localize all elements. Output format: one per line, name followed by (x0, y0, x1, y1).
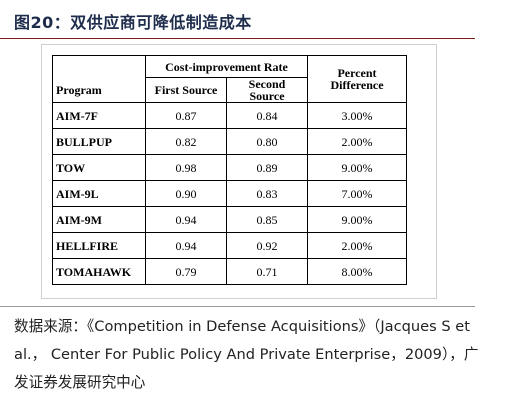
cell-percent-difference: 2.00% (307, 232, 407, 259)
table-header-row-1: Program Cost-improvement Rate Percent Di… (52, 55, 407, 103)
cell-second-source: 0.89 (226, 154, 308, 181)
cell-percent-difference: 9.00% (307, 206, 407, 233)
table-row: BULLPUP 0.82 0.80 2.00% (52, 128, 407, 155)
cell-first-source: 0.79 (145, 258, 227, 285)
cell-percent-difference: 8.00% (307, 258, 407, 285)
cell-program: AIM-9L (52, 180, 146, 207)
title-divider (0, 38, 475, 39)
table-row: TOMAHAWK 0.79 0.71 8.00% (52, 258, 407, 285)
cell-percent-difference: 9.00% (307, 154, 407, 181)
header-cost-improvement-rate: Cost-improvement Rate (145, 55, 308, 78)
cell-second-source: 0.83 (226, 180, 308, 207)
header-first-source: First Source (145, 77, 227, 103)
cell-percent-difference: 7.00% (307, 180, 407, 207)
cell-program: TOMAHAWK (52, 258, 146, 285)
header-program: Program (52, 55, 146, 103)
table-frame: Program Cost-improvement Rate Percent Di… (41, 44, 437, 299)
figure-title: 图20：双供应商可降低制造成本 (14, 13, 252, 32)
cell-program: AIM-9M (52, 206, 146, 233)
table-row: AIM-9M 0.94 0.85 9.00% (52, 206, 407, 233)
cell-second-source: 0.80 (226, 128, 308, 155)
cell-first-source: 0.98 (145, 154, 227, 181)
source-divider (0, 306, 475, 307)
table-header-row-2: First Source Second Source (53, 77, 407, 103)
table-row: AIM-9L 0.90 0.83 7.00% (52, 180, 407, 207)
cell-first-source: 0.90 (145, 180, 227, 207)
cost-table: Program Cost-improvement Rate Percent Di… (52, 55, 407, 285)
cell-program: TOW (52, 154, 146, 181)
cell-first-source: 0.82 (145, 128, 227, 155)
table-row: HELLFIRE 0.94 0.92 2.00% (52, 232, 407, 259)
cell-percent-difference: 2.00% (307, 128, 407, 155)
cell-first-source: 0.94 (145, 232, 227, 259)
cell-program: BULLPUP (52, 128, 146, 155)
cell-second-source: 0.71 (226, 258, 308, 285)
cell-second-source: 0.92 (226, 232, 308, 259)
cell-program: HELLFIRE (52, 232, 146, 259)
cell-second-source: 0.85 (226, 206, 308, 233)
source-note: 数据来源：《Competition in Defense Acquisition… (14, 318, 479, 391)
table-row: AIM-7F 0.87 0.84 3.00% (52, 102, 407, 129)
header-second-source: Second Source (226, 77, 308, 103)
cell-second-source: 0.84 (226, 102, 308, 129)
table-row: TOW 0.98 0.89 9.00% (52, 154, 407, 181)
cell-first-source: 0.87 (145, 102, 227, 129)
cell-percent-difference: 3.00% (307, 102, 407, 129)
cell-first-source: 0.94 (145, 206, 227, 233)
cell-program: AIM-7F (52, 102, 146, 129)
header-percent-difference: Percent Difference (307, 55, 407, 103)
